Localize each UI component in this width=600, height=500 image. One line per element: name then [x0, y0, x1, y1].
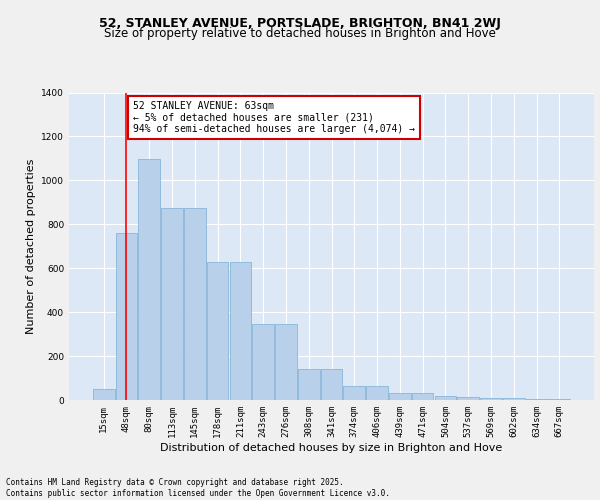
X-axis label: Distribution of detached houses by size in Brighton and Hove: Distribution of detached houses by size …	[160, 442, 503, 452]
Bar	[116, 233, 137, 400]
Bar	[253, 324, 274, 400]
Bar	[480, 398, 502, 400]
Bar	[139, 160, 160, 400]
Bar	[93, 389, 115, 400]
Text: 52 STANLEY AVENUE: 63sqm
← 5% of detached houses are smaller (231)
94% of semi-d: 52 STANLEY AVENUE: 63sqm ← 5% of detache…	[133, 102, 415, 134]
Bar	[548, 399, 570, 400]
Bar	[503, 398, 524, 400]
Bar	[457, 396, 479, 400]
Bar	[343, 386, 365, 400]
Text: 52, STANLEY AVENUE, PORTSLADE, BRIGHTON, BN41 2WJ: 52, STANLEY AVENUE, PORTSLADE, BRIGHTON,…	[99, 18, 501, 30]
Text: Size of property relative to detached houses in Brighton and Hove: Size of property relative to detached ho…	[104, 28, 496, 40]
Bar	[366, 386, 388, 400]
Bar	[275, 324, 297, 400]
Bar	[434, 396, 456, 400]
Bar	[412, 394, 433, 400]
Bar	[161, 208, 183, 400]
Y-axis label: Number of detached properties: Number of detached properties	[26, 158, 35, 334]
Bar	[320, 369, 343, 400]
Text: Contains HM Land Registry data © Crown copyright and database right 2025.
Contai: Contains HM Land Registry data © Crown c…	[6, 478, 390, 498]
Bar	[526, 399, 547, 400]
Bar	[230, 262, 251, 400]
Bar	[389, 394, 410, 400]
Bar	[184, 208, 206, 400]
Bar	[207, 262, 229, 400]
Bar	[298, 369, 320, 400]
